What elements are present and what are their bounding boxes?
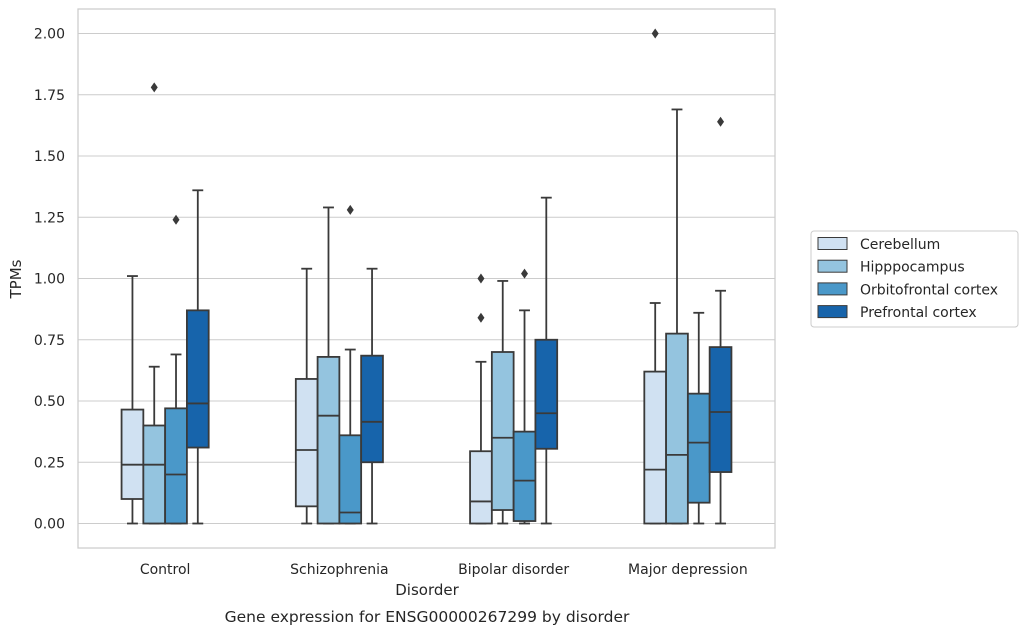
box-body <box>338 434 363 525</box>
box-body <box>316 355 341 525</box>
y-tick-label: 1.75 <box>34 88 65 104</box>
outlier-point <box>477 312 485 323</box>
legend-label: Cerebellum <box>860 237 940 253</box>
box-body <box>142 424 167 525</box>
box-cerebellum-3 <box>643 28 667 525</box>
box-body <box>294 378 319 508</box>
legend-frame <box>810 230 1019 328</box>
box-prefrontal-cortex-2 <box>534 196 559 525</box>
box-cerebellum-0 <box>120 275 145 525</box>
box-prefrontal-cortex-3 <box>708 116 733 525</box>
y-tick-label: 2.00 <box>34 27 65 43</box>
box-body <box>643 370 667 525</box>
box-orbitofrontal-cortex-3 <box>686 311 711 525</box>
box-prefrontal-cortex-0 <box>186 189 210 525</box>
outlier-point <box>477 273 485 284</box>
y-tick-label: 0.75 <box>34 333 65 349</box>
y-tick-label: 1.50 <box>34 149 65 165</box>
box-body <box>360 354 384 464</box>
x-axis: Control Schizophrenia Bipolar disorder Majo… <box>140 562 748 578</box>
y-tick-label: 1.25 <box>34 210 65 226</box>
x-tick-label: Major depression <box>628 562 748 578</box>
box-body <box>512 430 537 522</box>
y-axis-title: TPMs <box>7 259 25 299</box>
box-body <box>534 338 559 450</box>
outlier-point <box>717 116 725 127</box>
box-hipppocampus-2 <box>490 280 515 525</box>
outlier-point <box>150 82 158 93</box>
box-body <box>708 346 733 473</box>
box-cerebellum-1 <box>294 267 319 525</box>
legend-label: Orbitofrontal cortex <box>860 282 998 298</box>
box-body <box>186 309 210 449</box>
legend-swatch <box>817 282 848 296</box>
box-body <box>665 332 689 525</box>
box-body <box>164 407 188 525</box>
legend-swatch <box>817 305 848 319</box>
box-hipppocampus-3 <box>665 108 689 525</box>
plot-frame <box>77 8 776 549</box>
outlier-point <box>651 28 659 39</box>
legend-swatch <box>817 237 848 250</box>
legend-label: Prefrontal cortex <box>860 305 977 321</box>
outlier-point <box>521 268 529 279</box>
y-tick-label: 0.50 <box>34 394 65 410</box>
box-body <box>469 450 493 525</box>
box-orbitofrontal-cortex-1 <box>338 204 363 525</box>
box-body <box>686 392 711 504</box>
box-orbitofrontal-cortex-2 <box>512 268 537 525</box>
x-tick-label: Schizophrenia <box>290 562 388 578</box>
y-tick-label: 0.25 <box>34 455 65 471</box>
boxes <box>120 28 733 525</box>
y-axis: 0.00 0.25 0.50 0.75 1.00 1.25 1.50 1.75 2.00 <box>34 27 65 533</box>
box-prefrontal-cortex-1 <box>360 267 384 525</box>
y-tick-label: 0.00 <box>34 517 65 533</box>
outlier-point <box>346 204 354 215</box>
box-cerebellum-2 <box>469 273 493 525</box>
chart-caption: Gene expression for ENSG00000267299 by d… <box>225 608 630 626</box>
x-axis-title: Disorder <box>395 581 459 599</box>
box-hipppocampus-1 <box>316 206 341 525</box>
x-tick-label: Control <box>140 562 191 578</box>
legend-label: Hipppocampus <box>860 260 965 276</box>
outlier-point <box>172 214 180 225</box>
box-hipppocampus-0 <box>142 82 167 525</box>
legend: Cerebellum Hipppocampus Orbitofrontal cort… <box>810 230 1019 328</box>
x-tick-label: Bipolar disorder <box>458 562 569 578</box>
box-body <box>490 351 515 511</box>
y-tick-label: 1.00 <box>34 272 65 288</box>
box-orbitofrontal-cortex-0 <box>164 214 188 525</box>
legend-swatch <box>817 259 848 273</box>
box-body <box>120 408 145 500</box>
